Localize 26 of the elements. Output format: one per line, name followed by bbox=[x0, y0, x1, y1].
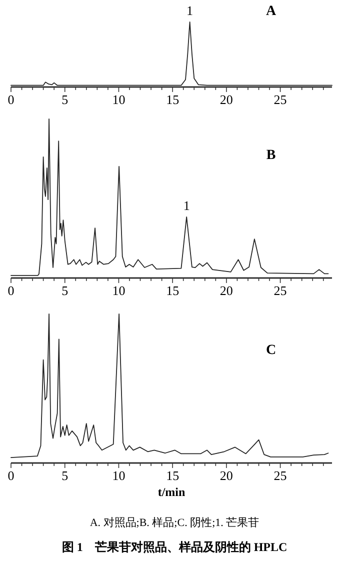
x-tick-label: 5 bbox=[62, 283, 68, 298]
text: C bbox=[266, 343, 276, 358]
x-tick-label: 5 bbox=[62, 92, 68, 107]
x-axis-title: t/min bbox=[158, 485, 186, 499]
annotation: 1 bbox=[183, 198, 190, 213]
chart-title: A bbox=[266, 4, 277, 19]
x-tick-label: 15 bbox=[166, 468, 180, 483]
x-tick-label: 25 bbox=[274, 92, 287, 107]
x-tick-label: 10 bbox=[112, 468, 126, 483]
x-tick-label: 10 bbox=[112, 92, 126, 107]
text: B bbox=[266, 148, 276, 163]
x-tick-label: 5 bbox=[62, 468, 68, 483]
x-tick-label: 20 bbox=[220, 468, 233, 483]
x-tick-label: 25 bbox=[274, 283, 287, 298]
x-tick-label: 10 bbox=[112, 283, 126, 298]
x-tick-label: 15 bbox=[166, 92, 180, 107]
x-tick-label: 0 bbox=[8, 283, 14, 298]
x-tick-label: 25 bbox=[274, 468, 287, 483]
text: A. 对照品;B. 样品;C. 阴性;1. 芒果苷 bbox=[90, 516, 260, 529]
caption: 图 1 芒果苷对照品、样品及阴性的 HPLC bbox=[62, 540, 288, 554]
annotation: 1 bbox=[186, 3, 194, 18]
x-tick-label: 20 bbox=[220, 92, 233, 107]
x-tick-label: 0 bbox=[8, 92, 14, 107]
x-tick-label: 0 bbox=[8, 468, 14, 483]
x-tick-label: 20 bbox=[220, 283, 233, 298]
x-tick-label: 15 bbox=[166, 283, 180, 298]
